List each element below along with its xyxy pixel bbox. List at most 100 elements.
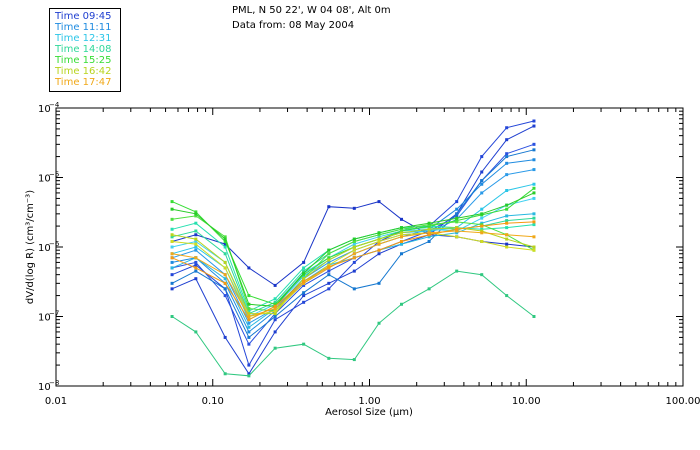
y-tick-label: 10 [38,382,51,393]
data-point [455,231,459,235]
series-layer [170,119,536,378]
data-point [480,207,484,211]
data-point [302,281,306,285]
data-point [455,220,459,224]
data-point [427,226,431,230]
data-point [194,266,198,270]
data-point [302,269,306,273]
data-point [532,315,536,318]
plot-frame [55,107,684,387]
data-point [377,252,381,256]
data-point [532,168,536,172]
data-point [223,273,227,277]
data-point [327,356,331,360]
data-point [223,372,227,376]
data-point [247,315,251,318]
data-point [170,245,174,249]
tick-labels: 0.01 0.10 1.00 10.00 100.0010−810−710−610−51… [38,101,700,407]
data-point [377,237,381,241]
data-point [194,269,198,273]
data-point [455,212,459,216]
data-point [273,318,277,322]
data-point [505,189,509,193]
data-point [399,233,403,237]
location-header: PML, N 50 22', W 04 08', Alt 0m [232,5,391,16]
data-point [302,300,306,304]
data-point [377,281,381,285]
series-group [170,182,536,322]
data-point [505,152,509,156]
y-tick-label: 10 [38,243,51,254]
data-point [194,263,198,267]
data-point [273,302,277,306]
data-point [427,229,431,233]
data-point [194,210,198,214]
data-point [327,287,331,291]
data-point [505,245,509,249]
data-point [302,342,306,346]
data-point [302,274,306,278]
data-point [273,300,277,304]
data-point [170,227,174,231]
data-point [399,226,403,230]
x-tick-label: 1.00 [358,396,380,407]
data-point [170,287,174,291]
data-point [327,263,331,267]
data-point [427,227,431,231]
data-point [532,245,536,249]
y-axis-label: dV/d(log R) (cm³/cm⁻³) [25,190,36,304]
data-point [223,266,227,270]
data-point [223,277,227,281]
data-point [455,227,459,231]
series-group [170,220,536,322]
data-point [480,170,484,174]
data-point [532,220,536,224]
data-point [302,260,306,264]
data-point [505,214,509,218]
x-axis-label: Aerosol Size (μm) [325,407,413,418]
data-point [194,256,198,260]
data-point [505,242,509,246]
date-header: Data from: 08 May 2004 [232,20,355,31]
data-point [505,233,509,237]
data-point [399,227,403,231]
data-point [194,212,198,216]
data-point [377,233,381,237]
data-point [170,239,174,243]
data-point [377,239,381,243]
data-point [194,245,198,249]
data-point [455,200,459,204]
data-point [273,346,277,350]
data-point [302,279,306,283]
data-point [505,219,509,223]
x-tick-label: 10.00 [512,396,541,407]
data-point [505,207,509,211]
data-point [352,206,356,210]
data-point [480,179,484,183]
data-point [170,266,174,270]
data-point [170,235,174,239]
data-point [505,203,509,207]
data-point [327,273,331,277]
data-point [399,217,403,221]
axis-ticks [55,108,683,387]
data-point [352,269,356,273]
data-point [427,231,431,235]
legend: Time 09:45 Time 11:11 Time 12:31 Time 14… [49,8,121,92]
data-point [505,226,509,230]
data-point [532,148,536,152]
data-point [194,233,198,237]
data-point [327,252,331,256]
y-tick-label: 10 [38,313,51,324]
data-point [223,242,227,246]
y-tick-exponent: −6 [49,240,60,248]
data-point [247,342,251,346]
data-point [247,321,251,325]
data-point [480,155,484,159]
data-point [352,242,356,246]
data-point [532,142,536,146]
data-point [532,196,536,200]
data-point [273,283,277,287]
data-point [170,273,174,277]
data-point [194,239,198,243]
